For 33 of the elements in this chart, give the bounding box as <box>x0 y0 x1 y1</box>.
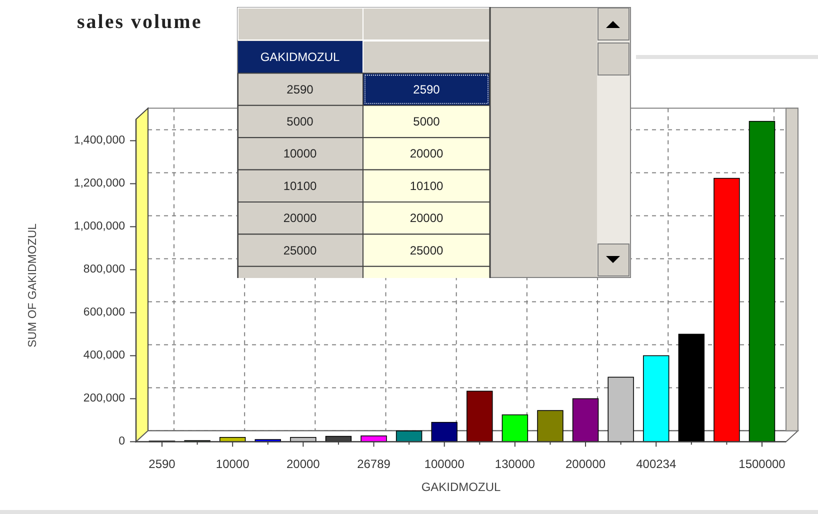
x-tick-label: 200000 <box>566 457 606 471</box>
y-tick-label: 1,000,000 <box>74 220 125 233</box>
x-tick-label: 1500000 <box>738 457 786 471</box>
y-tick-label: 600,000 <box>83 306 125 319</box>
annotation: 20000 <box>410 146 444 161</box>
y-tick-label: 0 <box>118 436 125 448</box>
annotation: 5000 <box>286 114 314 128</box>
x-tick-label: 10000 <box>216 457 250 471</box>
y-tick-label: 200,000 <box>83 392 125 405</box>
x-tick-label: 100000 <box>424 457 465 471</box>
chart-title: sales volume <box>77 11 202 33</box>
text: 2590 <box>413 82 440 96</box>
y-tick-label: 400,000 <box>83 350 125 362</box>
annotation: 10000 <box>283 146 318 161</box>
annotation: 10100 <box>410 178 444 193</box>
x-tick-label: 20000 <box>286 457 320 471</box>
y-tick-label: 1,200,000 <box>74 178 125 190</box>
annotation: 5000 <box>413 114 440 128</box>
y-axis-title: SUM OF GAKIDMOZUL <box>27 222 39 348</box>
x-tick-label: 26789 <box>357 457 391 471</box>
y-tick-label: 800,000 <box>83 264 125 276</box>
x-axis-title: GAKIDMOZUL <box>421 480 501 494</box>
annotation: 25000 <box>410 243 444 258</box>
y-tick-label: 1,400,000 <box>74 134 125 147</box>
text: GAKIDMOZUL <box>260 50 340 64</box>
x-tick-label: 130000 <box>494 457 536 471</box>
x-tick-label: 400234 <box>636 457 676 471</box>
annotation: 20000 <box>410 211 444 226</box>
annotation: 25000 <box>283 243 318 258</box>
annotation: 10100 <box>283 178 318 193</box>
text: 2590 <box>286 82 314 96</box>
x-tick-label: 2590 <box>148 457 176 471</box>
annotation: 20000 <box>283 211 318 226</box>
